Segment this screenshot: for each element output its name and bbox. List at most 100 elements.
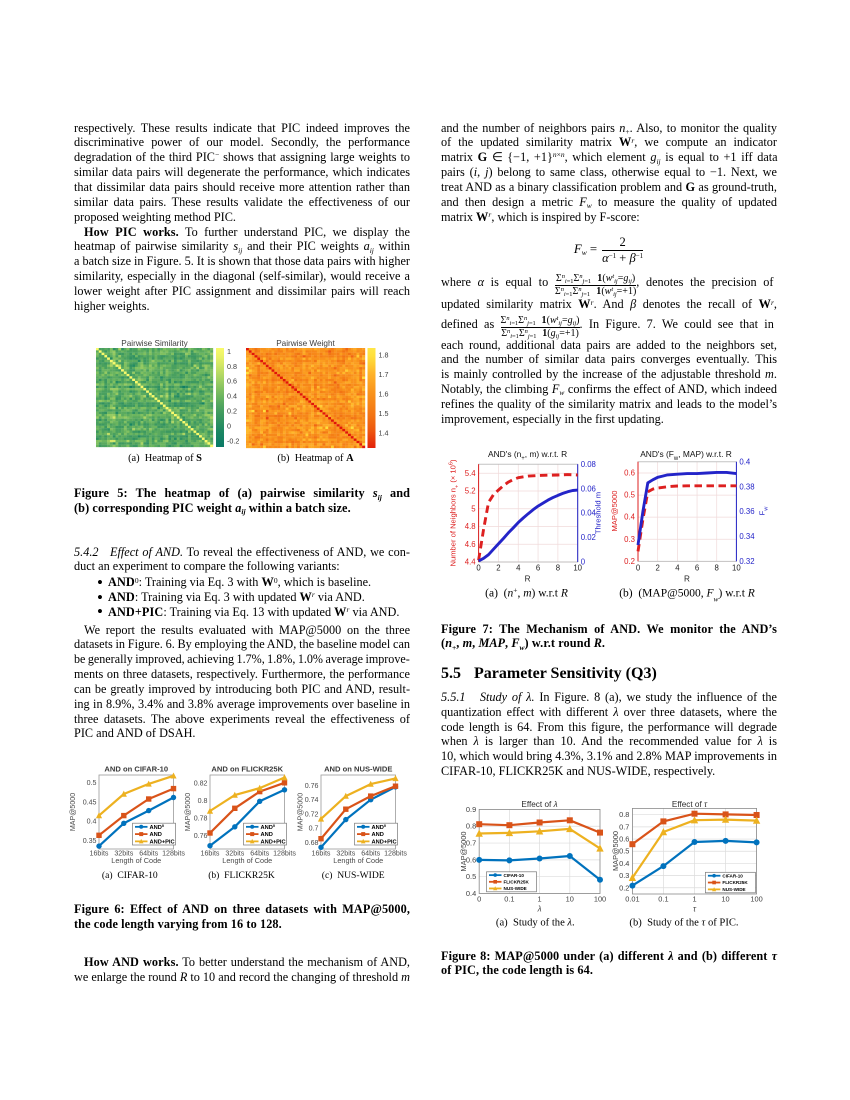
svg-text:10: 10 — [721, 895, 729, 904]
svg-text:0.02: 0.02 — [581, 533, 596, 542]
svg-text:(b) Heatmap of A: (b) Heatmap of A — [277, 453, 354, 464]
svg-text:0.5: 0.5 — [466, 872, 476, 881]
svg-text:1.8: 1.8 — [379, 350, 389, 359]
svg-text:Effect of τ: Effect of τ — [672, 800, 708, 809]
svg-text:0.6: 0.6 — [619, 835, 629, 844]
svg-text:MAP@5000: MAP@5000 — [459, 832, 468, 872]
svg-text:AND's (Fw, MAP) w.r.t. R: AND's (Fw, MAP) w.r.t. R — [640, 449, 732, 462]
svg-text:0.6: 0.6 — [227, 377, 237, 386]
svg-text:0.08: 0.08 — [581, 460, 596, 469]
svg-text:MAP@5000: MAP@5000 — [610, 490, 619, 531]
svg-text:6: 6 — [695, 564, 699, 573]
svg-text:0.5: 0.5 — [619, 847, 629, 856]
svg-text:-0.2: -0.2 — [227, 436, 239, 445]
svg-text:0.01: 0.01 — [625, 895, 639, 904]
svg-text:Length of Code: Length of Code — [111, 856, 161, 865]
svg-text:0.4: 0.4 — [739, 457, 751, 466]
svg-text:5: 5 — [471, 504, 476, 513]
svg-text:4: 4 — [675, 564, 680, 573]
svg-text:AND+PIC: AND+PIC — [261, 839, 286, 845]
svg-text:FLICKR25K: FLICKR25K — [722, 880, 748, 885]
svg-text:MAP@5000: MAP@5000 — [69, 793, 77, 831]
svg-text:0.76: 0.76 — [305, 782, 319, 790]
svg-text:100: 100 — [750, 895, 762, 904]
svg-text:AND0: AND0 — [261, 822, 276, 831]
svg-text:8: 8 — [715, 564, 719, 573]
svg-text:2: 2 — [656, 564, 660, 573]
svg-text:λ: λ — [537, 905, 542, 914]
svg-text:0: 0 — [477, 895, 481, 904]
svg-text:0.6: 0.6 — [624, 469, 635, 478]
svg-text:Number of Neighbors n+ (× 106): Number of Neighbors n+ (× 106) — [449, 459, 461, 566]
svg-text:0.76: 0.76 — [194, 832, 208, 840]
svg-text:(a) Heatmap of S: (a) Heatmap of S — [128, 453, 202, 464]
svg-text:Fw: Fw — [758, 507, 770, 516]
svg-text:100: 100 — [594, 895, 606, 904]
svg-text:16bits: 16bits — [312, 850, 331, 858]
svg-text:0.4: 0.4 — [87, 818, 97, 826]
svg-text:1: 1 — [227, 347, 231, 356]
svg-text:10: 10 — [732, 564, 741, 573]
svg-text:Threshold m: Threshold m — [594, 492, 603, 534]
svg-text:0.68: 0.68 — [305, 839, 319, 847]
svg-text:64bits: 64bits — [139, 850, 158, 858]
svg-text:10: 10 — [566, 895, 574, 904]
svg-text:AND's (n+, m) w.r.t. R: AND's (n+, m) w.r.t. R — [488, 449, 567, 462]
svg-text:AND: AND — [150, 832, 162, 838]
svg-text:AND0: AND0 — [372, 822, 387, 831]
svg-text:0.3: 0.3 — [619, 871, 629, 880]
svg-text:CIFAR-10: CIFAR-10 — [504, 873, 525, 878]
svg-text:Length of Code: Length of Code — [333, 856, 383, 865]
svg-text:0.8: 0.8 — [466, 822, 476, 831]
svg-text:32bits: 32bits — [225, 850, 244, 858]
svg-text:0.72: 0.72 — [305, 810, 319, 818]
svg-text:5.4: 5.4 — [465, 469, 477, 478]
svg-text:R: R — [525, 575, 531, 584]
svg-text:AND on NUS-WIDE: AND on NUS-WIDE — [324, 765, 392, 774]
svg-text:AND: AND — [372, 832, 384, 838]
svg-text:0.5: 0.5 — [624, 491, 636, 500]
svg-text:0: 0 — [227, 421, 231, 430]
svg-text:0.78: 0.78 — [194, 815, 208, 823]
svg-text:MAP@5000: MAP@5000 — [611, 831, 620, 871]
svg-text:AND: AND — [261, 832, 273, 838]
svg-text:NUS-WIDE: NUS-WIDE — [722, 887, 745, 892]
svg-text:CIFAR-10: CIFAR-10 — [722, 873, 743, 878]
svg-text:32bits: 32bits — [114, 850, 133, 858]
svg-text:0.3: 0.3 — [624, 535, 635, 544]
svg-text:0.2: 0.2 — [624, 557, 635, 566]
svg-text:AND+PIC: AND+PIC — [150, 839, 175, 845]
svg-text:16bits: 16bits — [201, 850, 220, 858]
svg-text:(a) Study of the λ.: (a) Study of the λ. — [496, 918, 575, 929]
svg-text:0: 0 — [476, 564, 481, 573]
svg-text:Effect of λ: Effect of λ — [521, 800, 557, 809]
svg-text:128bits: 128bits — [162, 850, 185, 858]
svg-text:10: 10 — [573, 564, 582, 573]
svg-text:0.4: 0.4 — [227, 392, 237, 401]
svg-text:0.4: 0.4 — [624, 513, 636, 522]
svg-text:0.38: 0.38 — [739, 482, 754, 491]
svg-text:MAP@5000: MAP@5000 — [297, 793, 305, 831]
svg-text:0.5: 0.5 — [87, 779, 97, 787]
svg-text:0.82: 0.82 — [194, 779, 208, 787]
svg-text:0.6: 0.6 — [466, 855, 476, 864]
svg-text:0.45: 0.45 — [83, 798, 97, 806]
svg-text:1.4: 1.4 — [379, 428, 389, 437]
svg-text:0.7: 0.7 — [466, 839, 476, 848]
svg-text:(b) FLICKR25K: (b) FLICKR25K — [208, 870, 275, 881]
svg-text:AND on CIFAR-10: AND on CIFAR-10 — [104, 765, 168, 774]
svg-text:16bits: 16bits — [90, 850, 109, 858]
svg-text:MAP@5000: MAP@5000 — [184, 793, 192, 831]
svg-text:0.9: 0.9 — [466, 805, 476, 814]
svg-text:64bits: 64bits — [250, 850, 269, 858]
svg-text:FLICKR25K: FLICKR25K — [504, 879, 530, 884]
svg-text:4.6: 4.6 — [465, 540, 476, 549]
svg-text:(a) (n+, m) w.r.t R: (a) (n+, m) w.r.t R — [485, 585, 568, 600]
svg-text:(c) NUS-WIDE: (c) NUS-WIDE — [322, 870, 385, 881]
svg-text:0.2: 0.2 — [227, 407, 237, 416]
svg-text:128bits: 128bits — [384, 850, 407, 858]
svg-text:0.8: 0.8 — [619, 810, 629, 819]
svg-text:0.36: 0.36 — [739, 507, 754, 516]
svg-text:0: 0 — [636, 564, 641, 573]
svg-text:0: 0 — [581, 558, 586, 567]
